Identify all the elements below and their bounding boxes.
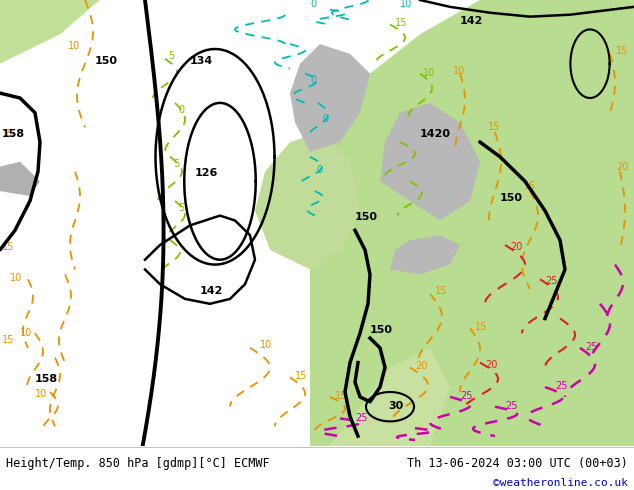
Text: 10: 10 xyxy=(35,389,48,399)
Text: 10: 10 xyxy=(260,340,272,350)
Text: 142: 142 xyxy=(200,286,223,296)
Polygon shape xyxy=(255,132,360,270)
Text: 150: 150 xyxy=(500,193,523,203)
Text: ©weatheronline.co.uk: ©weatheronline.co.uk xyxy=(493,478,628,488)
Text: Height/Temp. 850 hPa [gdmp][°C] ECMWF: Height/Temp. 850 hPa [gdmp][°C] ECMWF xyxy=(6,457,270,470)
Text: 15: 15 xyxy=(2,335,15,345)
Text: 158: 158 xyxy=(2,129,25,139)
Polygon shape xyxy=(0,0,100,64)
Text: 15: 15 xyxy=(616,46,628,56)
Text: 150: 150 xyxy=(355,213,378,222)
Text: 0: 0 xyxy=(310,75,316,85)
Polygon shape xyxy=(380,103,480,220)
Text: 15: 15 xyxy=(335,391,347,401)
Text: 15: 15 xyxy=(2,129,15,139)
Polygon shape xyxy=(310,0,634,446)
Text: 15: 15 xyxy=(395,19,408,28)
Text: 15: 15 xyxy=(435,286,448,296)
Text: 0: 0 xyxy=(322,115,328,124)
Text: 15: 15 xyxy=(2,242,15,252)
Polygon shape xyxy=(390,235,460,274)
Polygon shape xyxy=(290,44,370,152)
Text: 30: 30 xyxy=(388,401,403,411)
Text: 150: 150 xyxy=(95,56,118,66)
Text: 10: 10 xyxy=(68,41,81,51)
Text: 20: 20 xyxy=(616,162,628,172)
Text: 10: 10 xyxy=(400,0,412,9)
Text: 158: 158 xyxy=(35,374,58,384)
Text: 126: 126 xyxy=(195,169,218,178)
Text: 25: 25 xyxy=(460,391,472,401)
Text: 10: 10 xyxy=(10,273,22,283)
Text: 15: 15 xyxy=(524,181,536,191)
Text: 15: 15 xyxy=(295,371,307,381)
Text: Th 13-06-2024 03:00 UTC (00+03): Th 13-06-2024 03:00 UTC (00+03) xyxy=(407,457,628,470)
Text: 150: 150 xyxy=(370,325,393,335)
Text: 25: 25 xyxy=(505,401,517,411)
Text: 134: 134 xyxy=(190,56,213,66)
Text: 25: 25 xyxy=(555,381,567,391)
Text: 20: 20 xyxy=(415,362,427,371)
Text: 10: 10 xyxy=(20,328,32,338)
Text: 10: 10 xyxy=(453,66,465,75)
Text: 0: 0 xyxy=(310,0,316,9)
Text: 25: 25 xyxy=(355,414,368,423)
Text: 0: 0 xyxy=(316,166,322,175)
Text: 0: 0 xyxy=(178,105,184,115)
Text: 20: 20 xyxy=(510,242,522,252)
Text: 142: 142 xyxy=(460,17,483,26)
Text: 15: 15 xyxy=(488,122,500,132)
Text: 20: 20 xyxy=(485,360,498,369)
Polygon shape xyxy=(330,348,450,446)
Text: 25: 25 xyxy=(585,342,597,352)
Text: 1420: 1420 xyxy=(420,129,451,139)
Text: 5: 5 xyxy=(168,51,174,61)
Polygon shape xyxy=(0,162,40,196)
Text: 5: 5 xyxy=(178,203,184,213)
Text: 25: 25 xyxy=(545,276,557,286)
Text: 15: 15 xyxy=(475,322,488,332)
Text: 10: 10 xyxy=(423,69,436,78)
Text: 5: 5 xyxy=(173,159,179,169)
